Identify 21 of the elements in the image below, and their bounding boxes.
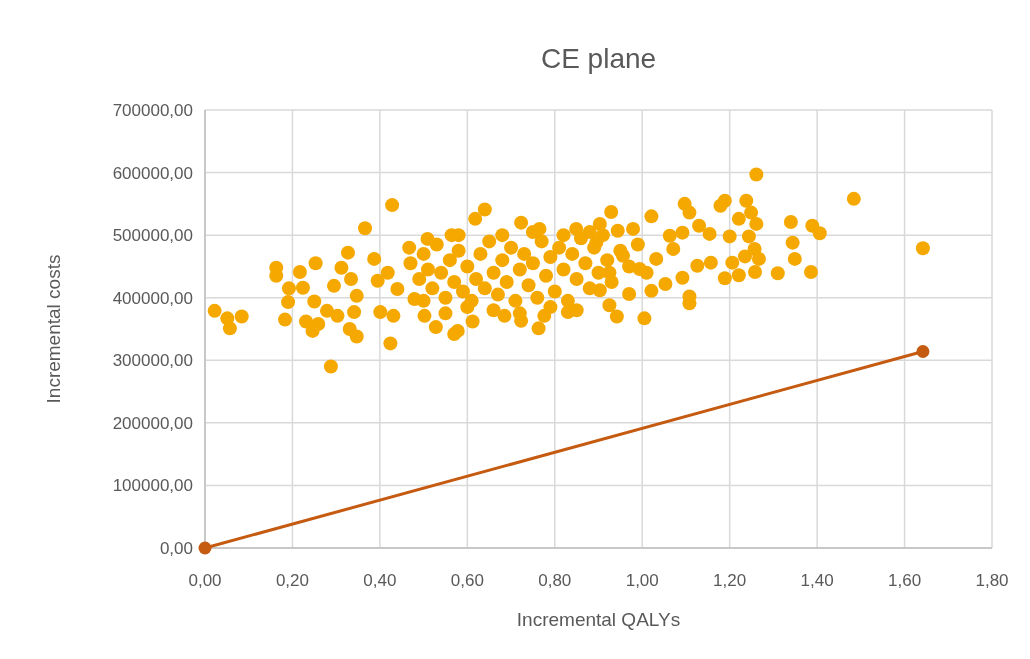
x-tick-label: 0,60	[450, 571, 484, 590]
x-axis-title: Incremental QALYs	[516, 609, 681, 630]
x-tick-label: 0,00	[188, 571, 222, 590]
x-tick-label: 1,80	[975, 571, 1009, 590]
x-tick-label: 1,00	[625, 571, 659, 590]
y-tick-label: 200000,00	[112, 413, 193, 433]
x-tick-label: 0,40	[363, 571, 397, 590]
y-axis-title: Incremental costs	[43, 254, 64, 404]
y-tick-label: 700000,00	[112, 100, 193, 120]
x-tick-label: 1,40	[800, 571, 834, 590]
chart-title: CE plane	[540, 43, 657, 74]
y-tick-label: 500000,00	[112, 226, 193, 246]
y-tick-label: 600000,00	[112, 163, 193, 183]
y-tick-label: 0,00	[159, 538, 193, 558]
y-tick-label: 100000,00	[112, 476, 193, 496]
x-tick-label: 1,60	[888, 571, 922, 590]
y-tick-label: 400000,00	[112, 288, 193, 308]
x-tick-label: 0,80	[538, 571, 572, 590]
x-tick-label: 1,20	[713, 571, 747, 590]
x-tick-label: 0,20	[275, 571, 309, 590]
y-tick-label: 300000,00	[112, 351, 193, 371]
